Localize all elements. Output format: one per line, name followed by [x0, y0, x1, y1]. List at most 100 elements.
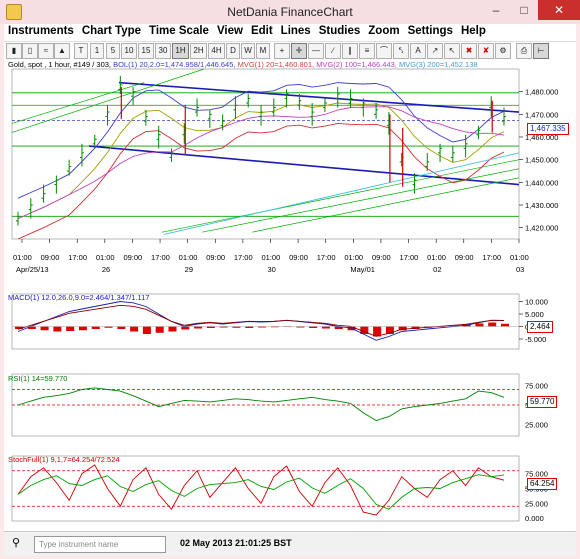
chart-area[interactable]: Gold, spot , 1 hour, #149 / 303, BOL(1) …	[4, 59, 576, 531]
settings-icon[interactable]: ⚙	[495, 43, 511, 59]
macd-hist-bar	[360, 326, 369, 334]
macd-y-tick-label: 5.000	[525, 310, 544, 319]
candle-chart-icon[interactable]: ▯	[22, 43, 38, 59]
text-tool-icon[interactable]: A	[410, 43, 426, 59]
minimize-button[interactable]: –	[492, 3, 500, 17]
delete-icon[interactable]: ✖	[461, 43, 477, 59]
date-label: 29	[185, 265, 193, 274]
tf-1-button[interactable]: 1	[90, 43, 104, 59]
panel-frame-3	[11, 455, 520, 522]
fibonacci-icon[interactable]: ≡	[359, 43, 375, 59]
close-button[interactable]: ✕	[538, 0, 580, 20]
arrow-tool-icon[interactable]: ↗	[427, 43, 443, 59]
macd-hist-bar	[40, 326, 49, 331]
y-tick-label: 1,460.000	[525, 133, 558, 142]
bar-chart-icon[interactable]: ▮	[6, 43, 22, 59]
macd-hist-bar	[53, 326, 62, 332]
y-tick-label: 1,450.000	[525, 156, 558, 165]
macd-hist-bar	[91, 326, 100, 329]
date-label: 30	[268, 265, 276, 274]
menu-time-scale[interactable]: Time Scale	[149, 25, 209, 37]
macd-flag: 2.464	[527, 321, 554, 333]
macd-y-tick-label: -5.000	[525, 335, 546, 344]
x-tick-label: 09:00	[206, 253, 225, 262]
stoch-k-line	[17, 464, 505, 516]
arc-icon[interactable]: ⌒	[376, 43, 392, 59]
macd-hist-bar	[66, 326, 75, 331]
instrument-label: Gold, spot , 1 hour, #149 / 303,	[8, 60, 111, 69]
tf-5-button[interactable]: 5	[106, 43, 120, 59]
tf-10-button[interactable]: 10	[121, 43, 137, 59]
zoom-in-icon[interactable]: +	[274, 43, 290, 59]
menu-help[interactable]: Help	[460, 25, 486, 37]
y-tick-label: 1,480.000	[525, 88, 558, 97]
x-tick-label: 09:00	[41, 253, 60, 262]
menu-zoom[interactable]: Zoom	[368, 25, 400, 37]
menu-view[interactable]: View	[216, 25, 243, 37]
macd-hist-bar	[398, 326, 407, 331]
tf-4h-button[interactable]: 4H	[208, 43, 225, 59]
rsi-label: RSI(1) 14=59.770	[8, 374, 68, 383]
price-flag: 1,467.335	[527, 123, 569, 135]
menu-instruments[interactable]: Instruments	[8, 25, 74, 37]
tf-m-button[interactable]: M	[256, 43, 270, 59]
support-line-1	[11, 68, 205, 133]
panel-frame-1	[11, 293, 520, 350]
tf-d-button[interactable]: D	[226, 43, 240, 59]
maximize-button[interactable]: □	[520, 3, 528, 17]
mvg20-label: MVG(1) 20=1,460.801,	[237, 60, 315, 69]
horizontal-line-icon[interactable]: —	[308, 43, 324, 59]
rsi-y-tick-label: 75.000	[525, 382, 548, 391]
menu-edit[interactable]: Edit	[250, 25, 273, 37]
tf-tick-button[interactable]: T	[74, 43, 88, 59]
stoch-label: StochFull(1) 9,1,7=64.254/72.524	[8, 455, 120, 464]
macd-hist-bar	[488, 322, 497, 327]
macd-hist-bar	[219, 326, 228, 328]
menu-studies[interactable]: Studies	[318, 25, 361, 37]
menu-lines[interactable]: Lines	[280, 25, 311, 37]
status-datetime: 02 May 2013 21:01:25 BST	[180, 538, 292, 548]
instrument-search-input[interactable]: Type instrument name	[34, 536, 166, 553]
menu-settings[interactable]: Settings	[407, 25, 453, 37]
tf-30-button[interactable]: 30	[155, 43, 171, 59]
tf-w-button[interactable]: W	[241, 43, 255, 59]
macd-hist-bar	[117, 326, 126, 329]
y-tick-label: 1,420.000	[525, 224, 558, 233]
title-bar: NetDania FinanceChart – □ ✕	[0, 0, 580, 24]
macd-hist-bar	[27, 326, 36, 329]
menu-chart-type[interactable]: Chart Type	[81, 25, 142, 37]
macd-hist-bar	[181, 326, 190, 330]
x-tick-label: 09:00	[289, 253, 308, 262]
fan-icon[interactable]: ⤣	[393, 43, 409, 59]
macd-signal-line	[17, 304, 505, 337]
crosshair-icon[interactable]: ✛	[291, 43, 307, 59]
x-tick-label: 01:00	[427, 253, 446, 262]
x-tick-label: 01:00	[13, 253, 32, 262]
x-tick-label: 09:00	[372, 253, 391, 262]
line-chart-icon[interactable]: ≈	[38, 43, 54, 59]
x-tick-label: 09:00	[123, 253, 142, 262]
delete-all-icon[interactable]: ✘	[478, 43, 494, 59]
tf-2h-button[interactable]: 2H	[190, 43, 207, 59]
tf-15-button[interactable]: 15	[138, 43, 154, 59]
bollinger-lower-line	[17, 122, 505, 240]
macd-hist-bar	[321, 326, 330, 329]
x-tick-label: 01:00	[344, 253, 363, 262]
select-tool-icon[interactable]: ↖	[444, 43, 460, 59]
app-icon	[6, 4, 22, 20]
date-label: 02	[433, 265, 441, 274]
trend-line-icon[interactable]: ∕	[325, 43, 341, 59]
macd-hist-bar	[258, 326, 266, 328]
rsi-line	[17, 387, 505, 421]
menu-bar: Instruments Chart Type Time Scale View Edit L…	[4, 24, 576, 41]
tf-1h-button[interactable]: 1H	[172, 43, 189, 59]
support-line-4	[251, 177, 520, 233]
macd-hist-bar	[385, 326, 394, 334]
pin-icon[interactable]: ⊢	[533, 43, 549, 59]
x-tick-label: 17:00	[482, 253, 501, 262]
channel-icon[interactable]: ∥	[342, 43, 358, 59]
macd-hist-bar	[309, 326, 318, 328]
stoch-y-tick-label: 0.000	[525, 514, 544, 523]
print-icon[interactable]: ⎙	[516, 43, 532, 59]
area-chart-icon[interactable]: ▲	[54, 43, 70, 59]
